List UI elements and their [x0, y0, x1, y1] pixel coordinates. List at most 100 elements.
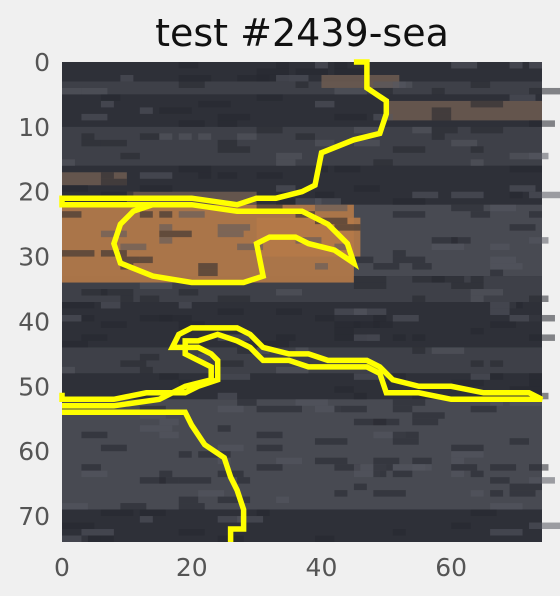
heatmap-cell	[120, 243, 147, 251]
heatmap-cell	[217, 172, 238, 179]
heatmap-cell	[314, 263, 328, 270]
heatmap-cell	[256, 94, 283, 101]
heatmap-cell	[295, 347, 309, 354]
heatmap-cell	[62, 211, 82, 218]
heatmap-cell	[353, 392, 367, 400]
y-tick-label: 50	[18, 372, 50, 401]
heatmap-cell	[509, 399, 542, 406]
heatmap-cell	[353, 483, 367, 491]
heatmap-cell	[470, 146, 484, 153]
heatmap-cell	[314, 438, 348, 445]
heatmap-cell	[237, 477, 251, 484]
heatmap-cell	[256, 74, 290, 82]
heatmap-cell	[237, 399, 257, 406]
heatmap-cell	[431, 87, 445, 95]
heatmap-cell	[392, 470, 413, 478]
heatmap-cell	[373, 81, 406, 88]
heatmap-cell	[353, 373, 387, 380]
heatmap-cell	[178, 321, 205, 328]
x-axis-ticks: 0 20 40 60	[54, 553, 467, 582]
heatmap-cell	[256, 509, 270, 517]
heatmap-cell	[490, 399, 504, 406]
heatmap-cell	[509, 490, 536, 497]
heatmap-cell	[217, 444, 244, 452]
heatmap-cell	[451, 379, 484, 387]
heatmap-cell	[334, 386, 354, 393]
heatmap-cell	[431, 237, 458, 244]
heatmap-cell	[334, 327, 354, 335]
heatmap-cell	[120, 295, 134, 302]
heatmap-cell	[100, 139, 127, 147]
heatmap-cell	[100, 100, 114, 108]
heatmap-cell	[139, 107, 153, 114]
heatmap-cell	[217, 295, 251, 302]
heatmap-cell	[62, 535, 88, 542]
heatmap-cell	[100, 302, 121, 309]
heatmap-cell	[314, 535, 335, 542]
heatmap-cell	[217, 425, 231, 432]
heatmap-cell	[276, 308, 302, 315]
heatmap-cell	[373, 490, 406, 497]
y-axis-ticks: 0 10 20 30 40 50 60 70	[18, 48, 50, 531]
heatmap-cell	[490, 263, 523, 270]
heatmap-cell	[276, 457, 302, 465]
heatmap-cell	[373, 464, 393, 471]
heatmap-cell	[81, 529, 114, 536]
heatmap-cell	[217, 360, 244, 367]
heatmap-cell	[276, 496, 290, 504]
heatmap-cell	[529, 464, 549, 471]
heatmap-cell	[353, 185, 380, 192]
heatmap-cell	[178, 496, 199, 504]
heatmap-cell	[451, 522, 471, 530]
heatmap-cell	[159, 211, 173, 218]
heatmap-cell	[334, 464, 361, 471]
heatmap-cell	[198, 269, 218, 277]
heatmap-cell	[295, 237, 322, 244]
heatmap-cell	[470, 100, 504, 108]
heatmap-cell	[256, 431, 283, 439]
heatmap-cell	[217, 516, 244, 523]
heatmap-cell	[81, 431, 108, 439]
heatmap-cell	[392, 314, 419, 322]
heatmap-cell	[159, 224, 173, 231]
heatmap-cell	[509, 386, 542, 393]
heatmap-cell	[237, 347, 257, 354]
heatmap-cell	[120, 503, 147, 510]
heatmap-cell	[120, 360, 147, 367]
heatmap-cell	[62, 250, 95, 257]
heatmap-cell	[217, 120, 238, 127]
heatmap-cell	[139, 314, 173, 322]
heatmap-cell	[276, 74, 309, 82]
heatmap-cell	[470, 470, 484, 478]
heatmap-cell	[237, 74, 270, 82]
heatmap-cell	[509, 62, 523, 69]
heatmap-cell	[373, 457, 400, 465]
heatmap-cell	[256, 464, 283, 471]
heatmap-cell	[490, 477, 510, 484]
heatmap-cell	[100, 250, 127, 257]
heatmap-cell	[295, 68, 328, 75]
heatmap-cell	[529, 120, 555, 127]
heatmap-cell	[392, 405, 413, 413]
heatmap-cell	[431, 133, 445, 140]
heatmap-cell	[276, 289, 302, 296]
heatmap-cell	[295, 399, 328, 406]
heatmap-cell	[392, 256, 426, 264]
heatmap-cell	[334, 334, 367, 341]
heatmap-cell	[178, 74, 212, 82]
heatmap-cell	[81, 113, 108, 121]
heatmap-cell	[178, 165, 212, 173]
heatmap-cell	[100, 444, 127, 452]
heatmap-cell	[490, 360, 504, 367]
y-tick-label: 40	[18, 307, 50, 336]
heatmap-cell	[62, 87, 82, 95]
y-tick-label: 30	[18, 243, 50, 272]
heatmap-cell	[159, 373, 179, 380]
heatmap-cell	[217, 392, 238, 400]
heatmap-cell	[373, 263, 400, 270]
y-tick-label: 60	[18, 437, 50, 466]
heatmap-cell	[490, 373, 504, 380]
heatmap-cell	[198, 172, 212, 179]
heatmap-cell	[490, 503, 523, 510]
heatmap-cell	[159, 477, 179, 484]
